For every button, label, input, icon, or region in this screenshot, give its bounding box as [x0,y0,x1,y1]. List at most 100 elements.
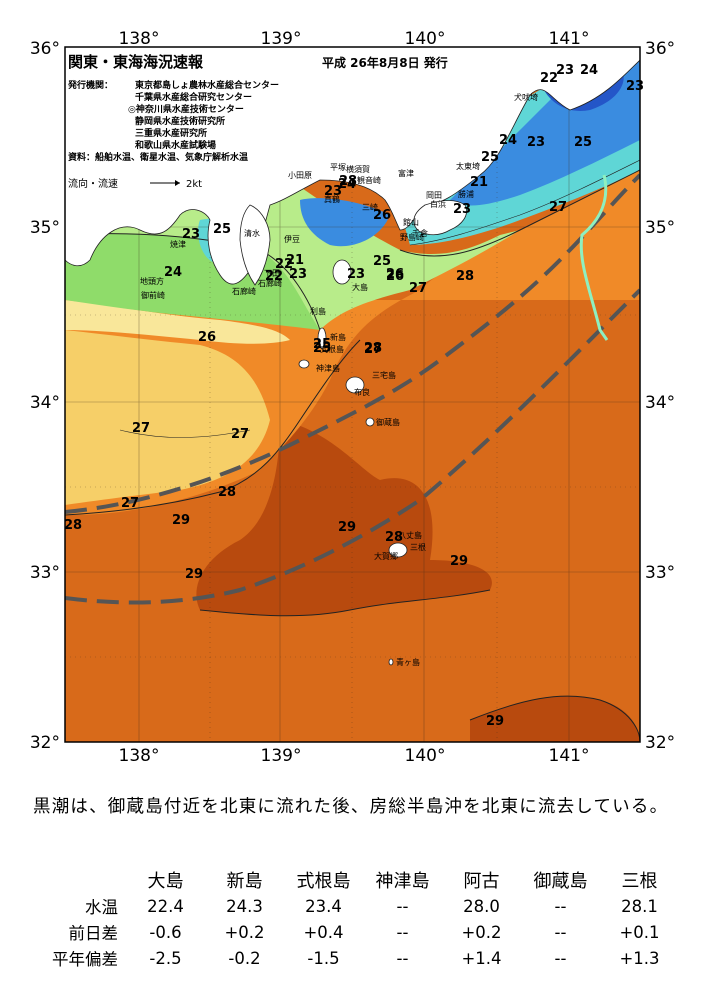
lat-label: 32° [30,733,60,753]
table-cell: +0.2 [224,922,265,942]
isotherm-label: 27 [121,496,139,511]
table-cell: -- [396,896,409,916]
isotherm-label: 25 [481,150,499,165]
isotherm-label: 21 [286,253,304,268]
isotherm-label: 29 [338,520,356,535]
station-header: 三根 [621,871,658,892]
place-label: 三崎 [362,202,378,212]
place-label: 勝浦 [458,189,474,199]
place-label: 岡田 [426,191,442,200]
isotherm-labels: 22 23 24 23 25 24 23 25 27 23 24 26 25 2… [64,63,644,729]
place-label: 新島 [330,332,346,342]
place-label: 白浜 [430,199,446,209]
isotherm-label: 24 [580,63,598,78]
isotherm-label: 28 [64,518,82,533]
yellow-zone [65,330,270,505]
place-label: 小田原 [288,171,312,180]
isotherm-label: 25 [574,135,592,150]
isotherm-label: 26 [386,267,404,282]
isotherm-label: 21 [470,175,488,190]
island-oshima [332,259,352,285]
isotherm-label: 27 [549,200,567,215]
issuer-2: 千葉県水産総合研究センター [135,91,252,103]
table-cell: +0.4 [303,922,344,942]
place-label: 焼津 [170,239,186,249]
table-cell: -0.2 [228,948,261,968]
place-label: 石廊崎 [232,286,256,296]
lon-label: 138° [119,746,160,766]
isotherm-label: 23 [182,227,200,242]
table-cell: 28.0 [463,896,500,916]
issuer-5: 三重県水産研究所 [135,127,207,139]
map-svg: 関東・東海海況速報 平成 26年8月8日 発行 発行機関： 東京都島しょ農林水産… [30,29,675,766]
isotherm-label: 22 [275,257,293,272]
place-label: 三根 [410,542,426,552]
place-label: 御前崎 [141,290,165,300]
lat-label: 36° [645,39,675,59]
table-cell: +1.3 [619,948,660,968]
place-label: 下田 [264,269,280,278]
island-kozushima [298,359,310,369]
isotherms [65,159,640,742]
warm-core [196,420,492,616]
table-row: 水温 22.4 24.3 23.4 -- 28.0 -- 28.1 [38,893,679,919]
place-label: 館山 [403,217,419,227]
lat-label: 35° [645,218,675,238]
observation-table: 大島 新島 式根島 神津島 阿古 御蔵島 三根 水温 22.4 24.3 23.… [38,867,679,971]
isotherm-label: 28 [218,485,236,500]
table-cell: -- [554,922,567,942]
land-honshu [65,47,640,285]
lat-label: 35° [30,218,60,238]
isotherm-label: 28 [339,174,357,189]
sagami-blue [300,198,390,247]
place-label: 平塚 [330,163,346,172]
place-label: 大島 [352,282,368,292]
place-label: 御蔵島 [376,417,400,427]
map-title: 関東・東海海況速報 [68,53,204,71]
lon-label: 138° [119,29,160,49]
isotherm-label: 28 [456,269,474,284]
issuer-1: 東京都島しょ農林水産総合センター [135,79,279,91]
lon-label: 139° [261,746,302,766]
island-hachijojima [388,542,408,558]
place-label: 三宅島 [372,370,396,380]
table-cell: 22.4 [147,896,184,916]
place-label: 太東埼 [456,161,480,171]
map-frame [64,46,641,743]
lat-label: 32° [645,733,675,753]
lon-label: 139° [261,29,302,49]
table-cell: -0.6 [149,922,182,942]
row-label: 水温 [85,898,118,917]
lat-label: 36° [30,39,60,59]
isotherm-label: 23 [347,267,365,282]
table-row: 平年偏差 -2.5 -0.2 -1.5 -- +1.4 -- +1.3 [38,945,679,971]
place-label: 布良 [354,387,370,397]
table-cell: +0.1 [619,922,660,942]
place-label: 石廊崎 [258,278,282,288]
isotherm-label: 26 [198,330,216,345]
island-niijima [317,327,327,349]
issue-date: 平成 26年8月8日 発行 [322,55,448,70]
table-cell: -- [396,948,409,968]
sea-temperature-map: 関東・東海海況速報 平成 26年8月8日 発行 発行機関： 東京都島しょ農林水産… [30,29,675,766]
table-cell: -- [396,922,409,942]
issuer-4: 静岡県水産技術研究所 [135,115,225,127]
isotherm-label: 29 [172,513,190,528]
table-cell: 28.1 [621,896,658,916]
place-label: 式根島 [320,344,344,354]
station-header: 式根島 [296,871,351,892]
lon-label: 141° [549,746,590,766]
lat-labels-right: 36° 35° 34° 33° 32° [645,39,675,753]
station-header: 阿古 [463,871,500,892]
map-header: 関東・東海海況速報 平成 26年8月8日 発行 発行機関： 東京都島しょ農林水産… [67,53,448,190]
station-header: 神津島 [375,871,430,892]
isotherm-label: 23 [527,135,545,150]
isotherm-label: 27 [364,342,382,357]
place-label: 真鶴 [324,194,340,204]
observation-track [579,174,609,341]
table-cell: +1.4 [461,948,502,968]
lon-labels-top: 138° 139° 140° 141° [119,29,590,49]
isotherm-label: 23 [626,79,644,94]
warm-core-south [470,696,640,742]
table-cell: 24.3 [226,896,263,916]
